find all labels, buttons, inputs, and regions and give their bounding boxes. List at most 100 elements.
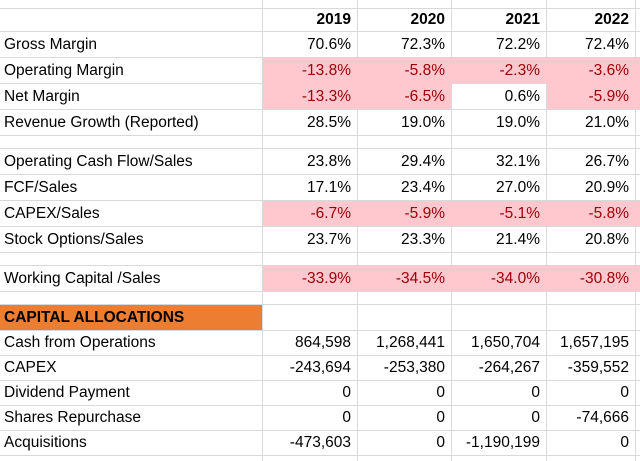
empty-cell (547, 0, 636, 9)
section-row: CAPITAL ALLOCATIONS (0, 305, 640, 331)
cell-acquisitions-2022[interactable]: 0 (547, 431, 636, 456)
cell-fcf-sales-2019[interactable]: 17.1% (263, 175, 358, 201)
cell-net-margin-2022[interactable]: -5.9% (547, 84, 636, 110)
empty-cell[interactable] (547, 305, 636, 331)
cell-working-capital-sales-2021[interactable]: -34.0% (452, 266, 547, 292)
empty-cell[interactable] (452, 292, 547, 305)
cell-dividend-payment-2021[interactable]: 0 (452, 381, 547, 406)
cell-operating-cash-flow-sales-2022[interactable]: 26.7% (547, 149, 636, 175)
row-label-acquisitions[interactable]: Acquisitions (0, 431, 263, 456)
row-label-capex[interactable]: CAPEX (0, 356, 263, 381)
cell-fcf-sales-2022[interactable]: 20.9% (547, 175, 636, 201)
cell-working-capital-sales-2020[interactable]: -34.5% (358, 266, 452, 292)
row-label-capex-sales[interactable]: CAPEX/Sales (0, 201, 263, 227)
cell-capex-sales-2021[interactable]: -5.1% (452, 201, 547, 227)
empty-cell[interactable] (452, 253, 547, 266)
empty-cell[interactable] (263, 136, 358, 149)
cell-capex-sales-2019[interactable]: -6.7% (263, 201, 358, 227)
cell-working-capital-sales-2019[interactable]: -33.9% (263, 266, 358, 292)
cell-operating-cash-flow-sales-2020[interactable]: 29.4% (358, 149, 452, 175)
empty-cell (636, 0, 640, 9)
row-label-working-capital-sales[interactable]: Working Capital /Sales (0, 266, 263, 292)
cell-stock-options-sales-2021[interactable]: 21.4% (452, 227, 547, 253)
row-label-shares-repurchase[interactable]: Shares Repurchase (0, 406, 263, 431)
cell-working-capital-sales-2022[interactable]: -30.8% (547, 266, 636, 292)
row-label-gross-margin[interactable]: Gross Margin (0, 32, 263, 58)
cell-capex-sales-2020[interactable]: -5.9% (358, 201, 452, 227)
cell-net-margin-2020[interactable]: -6.5% (358, 84, 452, 110)
empty-cell[interactable] (358, 305, 452, 331)
cell-gross-margin-2020[interactable]: 72.3% (358, 32, 452, 58)
cell-gross-margin-2021[interactable]: 72.2% (452, 32, 547, 58)
cell-dividend-payment-2022[interactable]: 0 (547, 381, 636, 406)
cell-shares-repurchase-2021[interactable]: 0 (452, 406, 547, 431)
cell-operating-margin-2021[interactable]: -2.3% (452, 58, 547, 84)
column-header-2021[interactable]: 2021 (452, 9, 547, 32)
cell-gross-margin-2019[interactable]: 70.6% (263, 32, 358, 58)
row-label-dividend-payment[interactable]: Dividend Payment (0, 381, 263, 406)
cell-cash-from-operations-2022[interactable]: 1,657,195 (547, 331, 636, 356)
row-label-revenue-growth-reported[interactable]: Revenue Growth (Reported) (0, 110, 263, 136)
column-header-2022[interactable]: 2022 (547, 9, 636, 32)
cell-operating-margin-2022[interactable]: -3.6% (547, 58, 636, 84)
row-shares-repurchase: Shares Repurchase 0 0 0 -74,666 (0, 406, 640, 431)
cell-net-margin-2021[interactable]: 0.6% (452, 84, 547, 110)
cell-capex-2022[interactable]: -359,552 (547, 356, 636, 381)
row-label-operating-cash-flow-sales[interactable]: Operating Cash Flow/Sales (0, 149, 263, 175)
row-label-fcf-sales[interactable]: FCF/Sales (0, 175, 263, 201)
empty-cell[interactable] (0, 9, 263, 32)
empty-cell[interactable] (263, 305, 358, 331)
section-header-capital-allocations[interactable]: CAPITAL ALLOCATIONS (0, 305, 263, 331)
cell-net-margin-2019[interactable]: -13.3% (263, 84, 358, 110)
cell-operating-margin-2019[interactable]: -13.8% (263, 58, 358, 84)
empty-cell[interactable] (0, 136, 263, 149)
empty-cell[interactable] (263, 292, 358, 305)
empty-cell[interactable] (0, 292, 263, 305)
row-label-operating-margin[interactable]: Operating Margin (0, 58, 263, 84)
cell-revenue-growth-reported-2020[interactable]: 19.0% (358, 110, 452, 136)
cell-operating-cash-flow-sales-2021[interactable]: 32.1% (452, 149, 547, 175)
cell-shares-repurchase-2020[interactable]: 0 (358, 406, 452, 431)
empty-cell[interactable] (358, 253, 452, 266)
cell-operating-margin-2020[interactable]: -5.8% (358, 58, 452, 84)
cell-shares-repurchase-2019[interactable]: 0 (263, 406, 358, 431)
empty-cell[interactable] (263, 253, 358, 266)
cell-capex-2019[interactable]: -243,694 (263, 356, 358, 381)
empty-cell[interactable] (0, 253, 263, 266)
empty-cell[interactable] (547, 292, 636, 305)
empty-cell[interactable] (452, 305, 547, 331)
cell-dividend-payment-2020[interactable]: 0 (358, 381, 452, 406)
row-label-stock-options-sales[interactable]: Stock Options/Sales (0, 227, 263, 253)
cell-cash-from-operations-2020[interactable]: 1,268,441 (358, 331, 452, 356)
cell-capex-2021[interactable]: -264,267 (452, 356, 547, 381)
row-label-cash-from-operations[interactable]: Cash from Operations (0, 331, 263, 356)
cell-cash-from-operations-2021[interactable]: 1,650,704 (452, 331, 547, 356)
cell-stock-options-sales-2020[interactable]: 23.3% (358, 227, 452, 253)
cell-stock-options-sales-2019[interactable]: 23.7% (263, 227, 358, 253)
cell-fcf-sales-2020[interactable]: 23.4% (358, 175, 452, 201)
cell-acquisitions-2021[interactable]: -1,190,199 (452, 431, 547, 456)
empty-cell[interactable] (358, 136, 452, 149)
cell-cash-from-operations-2019[interactable]: 864,598 (263, 331, 358, 356)
row-label-net-margin[interactable]: Net Margin (0, 84, 263, 110)
cell-revenue-growth-reported-2019[interactable]: 28.5% (263, 110, 358, 136)
column-header-2020[interactable]: 2020 (358, 9, 452, 32)
cell-dividend-payment-2019[interactable]: 0 (263, 381, 358, 406)
cell-gross-margin-2022[interactable]: 72.4% (547, 32, 636, 58)
cell-fcf-sales-2021[interactable]: 27.0% (452, 175, 547, 201)
empty-cell[interactable] (452, 136, 547, 149)
empty-cell (636, 292, 640, 305)
empty-cell[interactable] (547, 136, 636, 149)
cell-acquisitions-2020[interactable]: 0 (358, 431, 452, 456)
empty-cell[interactable] (547, 253, 636, 266)
empty-cell[interactable] (358, 292, 452, 305)
cell-stock-options-sales-2022[interactable]: 20.8% (547, 227, 636, 253)
cell-operating-cash-flow-sales-2019[interactable]: 23.8% (263, 149, 358, 175)
cell-acquisitions-2019[interactable]: -473,603 (263, 431, 358, 456)
column-header-2019[interactable]: 2019 (263, 9, 358, 32)
cell-capex-2020[interactable]: -253,380 (358, 356, 452, 381)
cell-capex-sales-2022[interactable]: -5.8% (547, 201, 636, 227)
cell-revenue-growth-reported-2021[interactable]: 19.0% (452, 110, 547, 136)
cell-revenue-growth-reported-2022[interactable]: 21.0% (547, 110, 636, 136)
cell-shares-repurchase-2022[interactable]: -74,666 (547, 406, 636, 431)
